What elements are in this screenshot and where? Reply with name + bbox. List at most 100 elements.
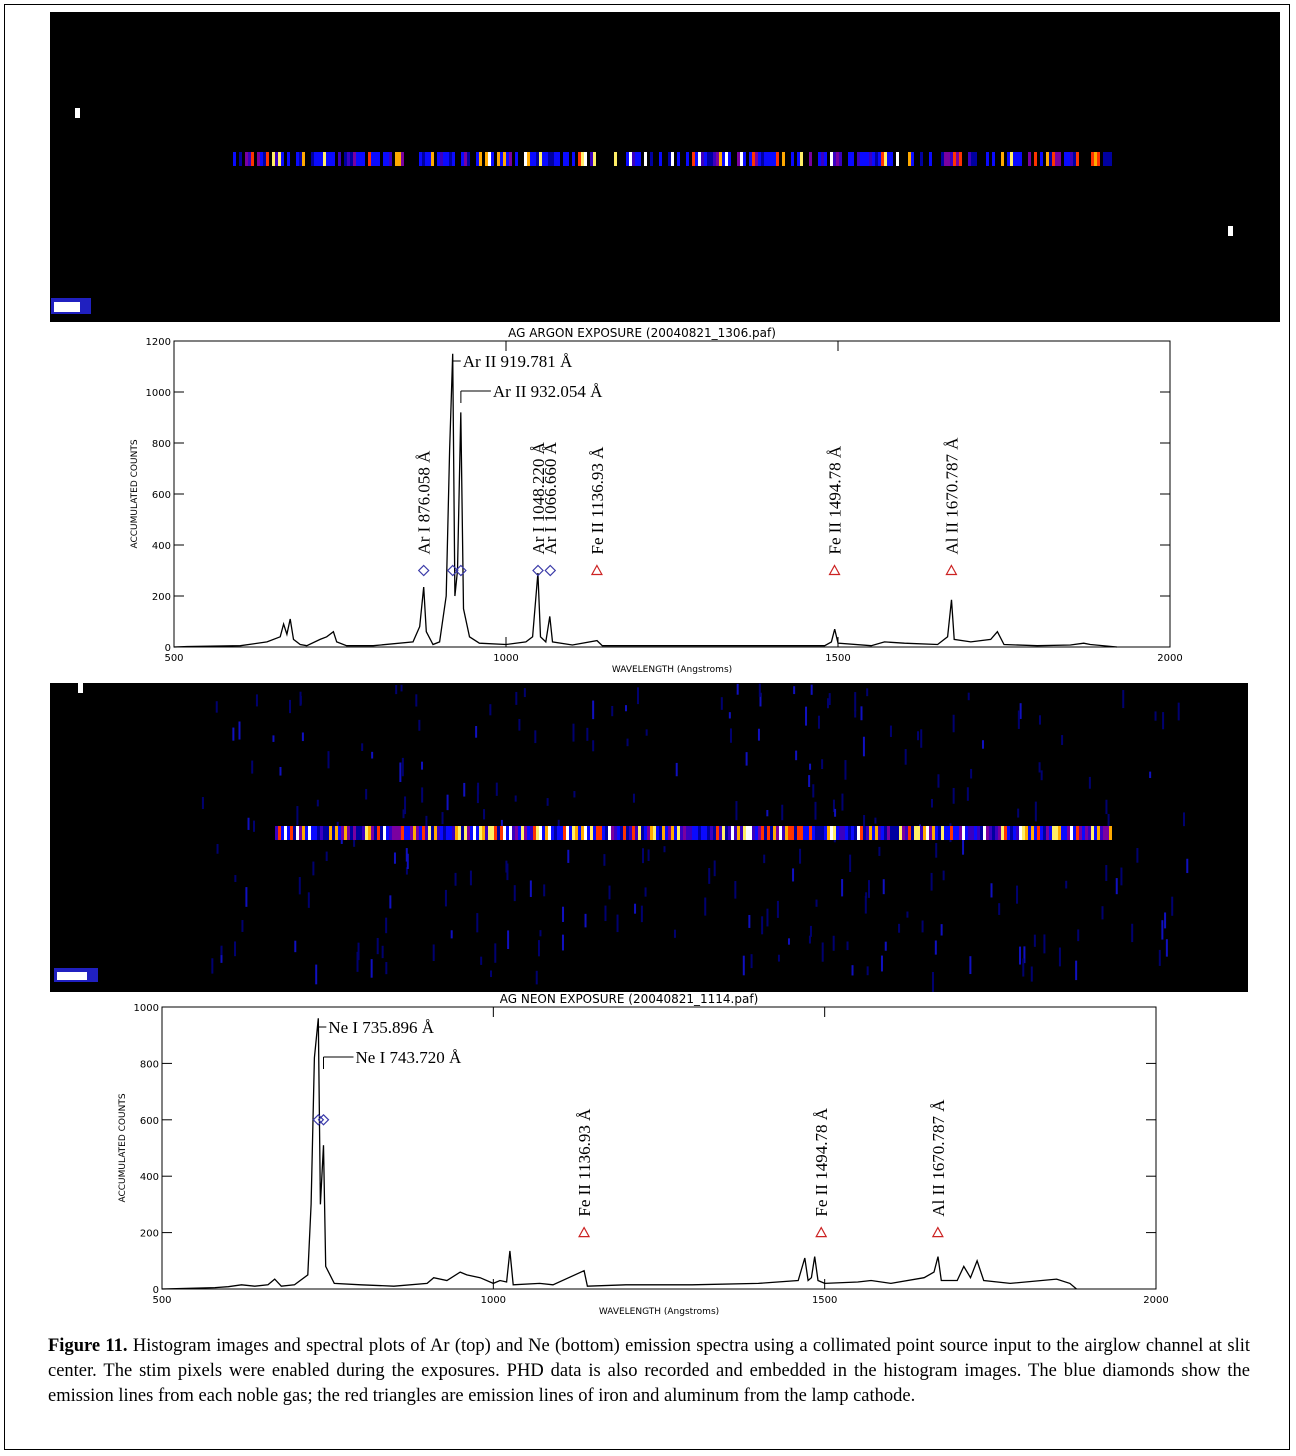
spectrum-pixel xyxy=(1070,826,1073,840)
spectrum-pixel xyxy=(446,826,449,840)
noise-pixel xyxy=(1058,947,1061,967)
x-tick-label: 1500 xyxy=(825,653,850,664)
spectrum-pixel xyxy=(353,152,356,166)
noise-pixel xyxy=(376,937,379,955)
noise-pixel xyxy=(906,911,909,918)
spectrum-pixel xyxy=(512,826,515,840)
spectrum-pixel xyxy=(1049,152,1052,166)
noise-pixel xyxy=(1016,885,1019,904)
spectrum-pixel xyxy=(863,152,866,166)
spectrum-pixel xyxy=(362,826,365,840)
noise-pixel xyxy=(1136,848,1139,863)
spectrum-pixel xyxy=(629,152,632,166)
spectrum-pixel xyxy=(914,826,917,840)
spectrum-pixel xyxy=(503,152,506,166)
spectrum-pixel xyxy=(527,152,530,166)
y-tick-label: 1000 xyxy=(146,388,171,399)
spectrum-pixel xyxy=(602,826,605,840)
y-tick-label: 800 xyxy=(152,439,171,450)
noise-pixel xyxy=(930,872,933,891)
noise-pixel xyxy=(937,774,940,788)
spectrum-pixel xyxy=(758,826,761,840)
noise-pixel xyxy=(792,868,795,882)
noise-pixel xyxy=(405,848,408,862)
spectrum-pixel xyxy=(869,826,872,840)
spectrum-pixel xyxy=(260,152,263,166)
spectrum-pixel xyxy=(374,152,377,166)
spectrum-pixel xyxy=(1043,826,1046,840)
spectrum-pixel xyxy=(413,826,416,840)
spectrum-pixel xyxy=(491,152,494,166)
spectrum-pixel xyxy=(908,152,911,166)
noise-pixel xyxy=(917,731,920,741)
noise-pixel xyxy=(1077,929,1080,942)
spectrum-pixel xyxy=(320,152,323,166)
spectrum-pixel xyxy=(467,152,470,166)
spectrum-pixel xyxy=(311,152,314,166)
spectrum-pixel xyxy=(575,826,578,840)
noise-pixel xyxy=(401,757,404,777)
spectrum-pixel xyxy=(770,826,773,840)
noise-pixel xyxy=(781,804,784,821)
spectrum-pixel xyxy=(440,152,443,166)
spectrum-pixel xyxy=(662,826,665,840)
spectrum-pixel xyxy=(572,152,575,166)
spectrum-pixel xyxy=(620,826,623,840)
x-tick-label: 1500 xyxy=(812,1295,837,1306)
spectrum-pixel xyxy=(326,826,329,840)
spectrum-pixel xyxy=(614,152,617,166)
spectrum-pixel xyxy=(545,826,548,840)
line-marker-triangle xyxy=(931,1226,944,1238)
spectrum-pixel xyxy=(467,826,470,840)
noise-pixel xyxy=(307,892,310,908)
noise-pixel xyxy=(301,732,304,742)
noise-pixel xyxy=(849,854,852,873)
noise-pixel xyxy=(734,881,737,899)
spectrum-pixel xyxy=(743,152,746,166)
noise-pixel xyxy=(663,846,666,853)
spectrum-pixel xyxy=(323,152,326,166)
spectrum-pixel xyxy=(320,826,323,840)
spectrum-pixel xyxy=(995,826,998,840)
spectrum-pixel xyxy=(599,826,602,840)
spectrum-pixel xyxy=(536,826,539,840)
x-tick-label: 2000 xyxy=(1143,1295,1168,1306)
noise-pixel xyxy=(234,941,237,957)
spectrum-pixel xyxy=(707,152,710,166)
spectrum-pixel xyxy=(374,826,377,840)
spectrum-pixel xyxy=(938,826,941,840)
spectrum-pixel xyxy=(1028,826,1031,840)
noise-pixel xyxy=(543,884,546,897)
spectrum-pixel xyxy=(1031,826,1034,840)
spectrum-pixel xyxy=(395,152,398,166)
spectrum-pixel xyxy=(434,826,437,840)
spectrum-pixel xyxy=(836,826,839,840)
noise-pixel xyxy=(272,735,275,742)
noise-pixel xyxy=(834,808,837,817)
spectrum-pixel xyxy=(692,826,695,840)
spectrum-pixel xyxy=(377,152,380,166)
noise-pixel xyxy=(675,762,678,777)
spectrum-pixel xyxy=(1034,826,1037,840)
y-tick-label: 0 xyxy=(165,643,171,654)
noise-pixel xyxy=(864,895,867,914)
spectrum-pixel xyxy=(767,826,770,840)
spectrum-pixel xyxy=(752,826,755,840)
spectrum-pixel xyxy=(371,826,374,840)
spectrum-pixel xyxy=(464,826,467,840)
noise-pixel xyxy=(252,820,255,832)
line-marker-triangle xyxy=(578,1226,591,1238)
noise-pixel xyxy=(211,958,214,974)
noise-pixel xyxy=(930,798,933,808)
noise-pixel xyxy=(821,759,824,770)
spectrum-pixel xyxy=(563,826,566,840)
spectrum-pixel xyxy=(686,826,689,840)
line-label: Ar I 876.058 Å xyxy=(415,450,434,555)
spectrum-pixel xyxy=(725,826,728,840)
spectrum-pixel xyxy=(890,826,893,840)
noise-pixel xyxy=(793,686,796,695)
spectrum-pixel xyxy=(539,152,542,166)
y-tick-label: 1000 xyxy=(134,1003,159,1014)
spectrum-pixel xyxy=(383,152,386,166)
spectrum-pixel xyxy=(422,152,425,166)
